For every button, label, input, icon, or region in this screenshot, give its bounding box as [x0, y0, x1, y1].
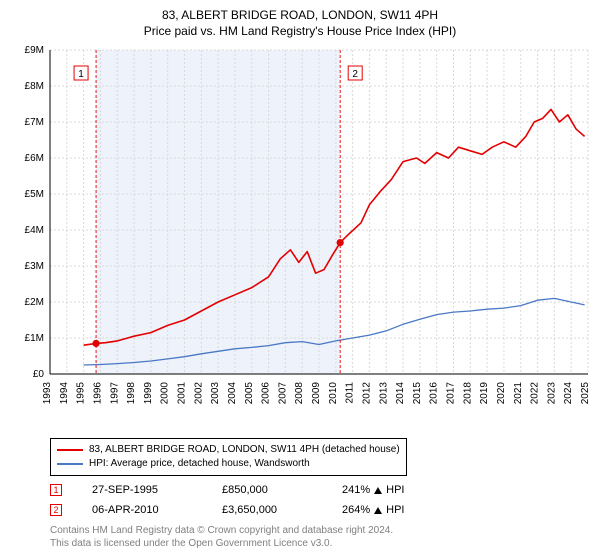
event-row: 2 06-APR-2010 £3,650,000 264% HPI	[50, 500, 404, 520]
svg-text:£8M: £8M	[25, 81, 44, 92]
svg-text:2019: 2019	[479, 382, 490, 405]
svg-text:1994: 1994	[59, 382, 70, 405]
svg-text:£3M: £3M	[25, 261, 44, 272]
chart-container: { "title_line1": "83, ALBERT BRIDGE ROAD…	[0, 0, 600, 560]
svg-text:1993: 1993	[42, 382, 53, 405]
svg-text:2004: 2004	[227, 382, 238, 405]
svg-text:2010: 2010	[328, 382, 339, 405]
legend-row: 83, ALBERT BRIDGE ROAD, LONDON, SW11 4PH…	[57, 443, 400, 457]
svg-text:2007: 2007	[277, 382, 288, 405]
svg-text:£6M: £6M	[25, 153, 44, 164]
event-price: £850,000	[222, 484, 312, 496]
svg-text:2: 2	[352, 69, 358, 80]
svg-text:2002: 2002	[193, 382, 204, 405]
svg-text:£5M: £5M	[25, 189, 44, 200]
legend-swatch	[57, 463, 83, 465]
svg-text:1998: 1998	[126, 382, 137, 405]
svg-text:£0: £0	[33, 369, 45, 380]
footer-line-2: This data is licensed under the Open Gov…	[50, 537, 393, 550]
arrow-up-icon	[374, 507, 382, 514]
footer-attribution: Contains HM Land Registry data © Crown c…	[50, 524, 393, 550]
svg-text:2022: 2022	[530, 382, 541, 405]
svg-text:2014: 2014	[395, 382, 406, 405]
svg-text:2023: 2023	[546, 382, 557, 405]
svg-text:2013: 2013	[378, 382, 389, 405]
svg-text:2024: 2024	[563, 382, 574, 405]
svg-text:£2M: £2M	[25, 297, 44, 308]
chart-svg: £0 £1M £2M £3M £4M £5M £6M £7M £8M £9M 1993 1994 199…	[0, 42, 600, 432]
svg-text:£7M: £7M	[25, 117, 44, 128]
event-date: 06-APR-2010	[92, 504, 192, 516]
legend-swatch	[57, 449, 83, 451]
event-hpi: 264% HPI	[342, 504, 404, 516]
svg-text:2001: 2001	[177, 382, 188, 405]
event-hpi-suffix: HPI	[386, 504, 404, 516]
event-hpi-pct: 241%	[342, 484, 370, 496]
svg-text:1: 1	[78, 69, 84, 80]
svg-text:2009: 2009	[311, 382, 322, 405]
svg-text:2020: 2020	[496, 382, 507, 405]
event-marker: 2	[50, 504, 62, 516]
footer-line-1: Contains HM Land Registry data © Crown c…	[50, 524, 393, 537]
event-marker: 1	[50, 484, 62, 496]
svg-text:2006: 2006	[261, 382, 272, 405]
event-hpi-pct: 264%	[342, 504, 370, 516]
svg-text:2000: 2000	[160, 382, 171, 405]
event-list: 1 27-SEP-1995 £850,000 241% HPI 2 06-APR-2010 £…	[50, 480, 404, 520]
svg-text:2012: 2012	[361, 382, 372, 405]
svg-text:£9M: £9M	[25, 45, 44, 56]
event-date: 27-SEP-1995	[92, 484, 192, 496]
svg-text:2015: 2015	[412, 382, 423, 405]
svg-text:2018: 2018	[462, 382, 473, 405]
svg-text:2008: 2008	[294, 382, 305, 405]
title-line-2: Price paid vs. HM Land Registry's House …	[0, 23, 600, 39]
svg-text:2021: 2021	[513, 382, 524, 405]
svg-text:2005: 2005	[244, 382, 255, 405]
svg-text:2011: 2011	[345, 382, 356, 404]
event-hpi-suffix: HPI	[386, 484, 404, 496]
svg-text:2017: 2017	[446, 382, 457, 405]
event-row: 1 27-SEP-1995 £850,000 241% HPI	[50, 480, 404, 500]
svg-text:2016: 2016	[429, 382, 440, 405]
svg-text:1995: 1995	[76, 382, 87, 405]
chart-title: 83, ALBERT BRIDGE ROAD, LONDON, SW11 4PH…	[0, 0, 600, 39]
legend-label: 83, ALBERT BRIDGE ROAD, LONDON, SW11 4PH…	[89, 443, 400, 457]
svg-text:1999: 1999	[143, 382, 154, 405]
svg-text:£1M: £1M	[25, 333, 44, 344]
svg-text:£4M: £4M	[25, 225, 44, 236]
title-line-1: 83, ALBERT BRIDGE ROAD, LONDON, SW11 4PH	[0, 7, 600, 23]
svg-text:1996: 1996	[92, 382, 103, 405]
legend-row: HPI: Average price, detached house, Wand…	[57, 457, 400, 471]
chart-plot-area: £0 £1M £2M £3M £4M £5M £6M £7M £8M £9M 1993 1994 199…	[0, 42, 600, 432]
event-price: £3,650,000	[222, 504, 312, 516]
legend-label: HPI: Average price, detached house, Wand…	[89, 457, 310, 471]
svg-text:2003: 2003	[210, 382, 221, 405]
legend: 83, ALBERT BRIDGE ROAD, LONDON, SW11 4PH…	[50, 438, 407, 476]
arrow-up-icon	[374, 487, 382, 494]
event-hpi: 241% HPI	[342, 484, 404, 496]
svg-text:2025: 2025	[580, 382, 591, 405]
svg-text:1997: 1997	[109, 382, 120, 405]
